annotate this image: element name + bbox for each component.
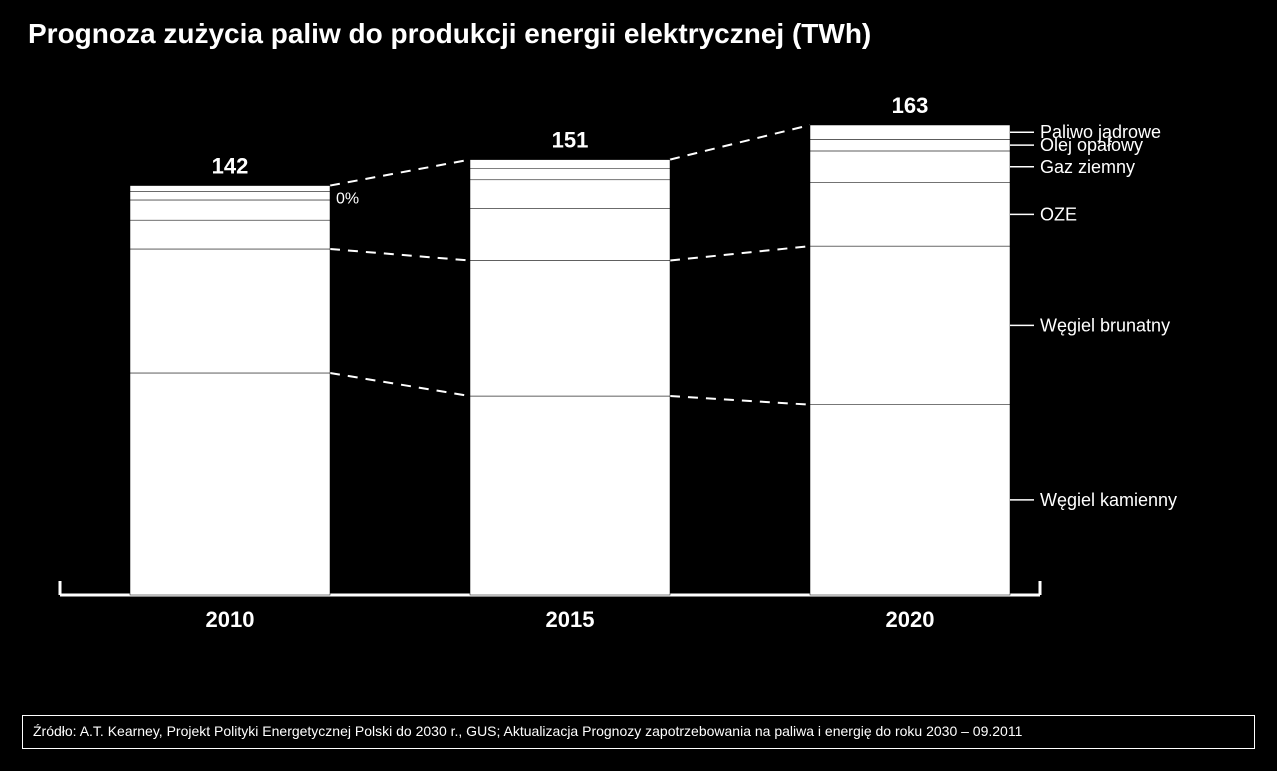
year-label: 2020	[886, 607, 935, 632]
legend-label: Olej opałowy	[1040, 135, 1143, 155]
bar-total-label: 142	[212, 154, 249, 179]
bar-segment	[470, 396, 670, 595]
bar-segment	[810, 139, 1010, 151]
bar-segment	[810, 246, 1010, 405]
year-label: 2010	[206, 607, 255, 632]
legend-label: Gaz ziemny	[1040, 157, 1135, 177]
legend-label: Węgiel brunatny	[1040, 315, 1170, 335]
bar-segment	[130, 249, 330, 373]
legend-label: Węgiel kamienny	[1040, 490, 1177, 510]
bar-segment	[810, 125, 1010, 139]
bar-segment	[470, 168, 670, 180]
chart-area: 1422010151201516320200%Paliwo jądroweOle…	[30, 65, 1247, 671]
bar-segment	[130, 373, 330, 595]
bar-segment	[130, 220, 330, 249]
bar-segment	[810, 183, 1010, 246]
bar-segment	[130, 200, 330, 220]
chart-title: Prognoza zużycia paliw do produkcji ener…	[0, 0, 1277, 50]
legend-label: OZE	[1040, 204, 1077, 224]
chart-svg: 1422010151201516320200%Paliwo jądroweOle…	[30, 65, 1247, 671]
pct-annotation: 0%	[336, 191, 359, 208]
bar-total-label: 163	[892, 93, 929, 118]
bar-segment	[130, 191, 330, 200]
bar-total-label: 151	[552, 128, 589, 153]
bar-segment	[470, 180, 670, 209]
source-citation: Źródło: A.T. Kearney, Projekt Polityki E…	[22, 715, 1255, 749]
bar-segment	[470, 209, 670, 261]
bar-segment	[130, 186, 330, 192]
bar-segment	[810, 151, 1010, 183]
bar-segment	[810, 405, 1010, 595]
year-label: 2015	[546, 607, 595, 632]
bar-segment	[470, 261, 670, 397]
bar-segment	[470, 160, 670, 169]
